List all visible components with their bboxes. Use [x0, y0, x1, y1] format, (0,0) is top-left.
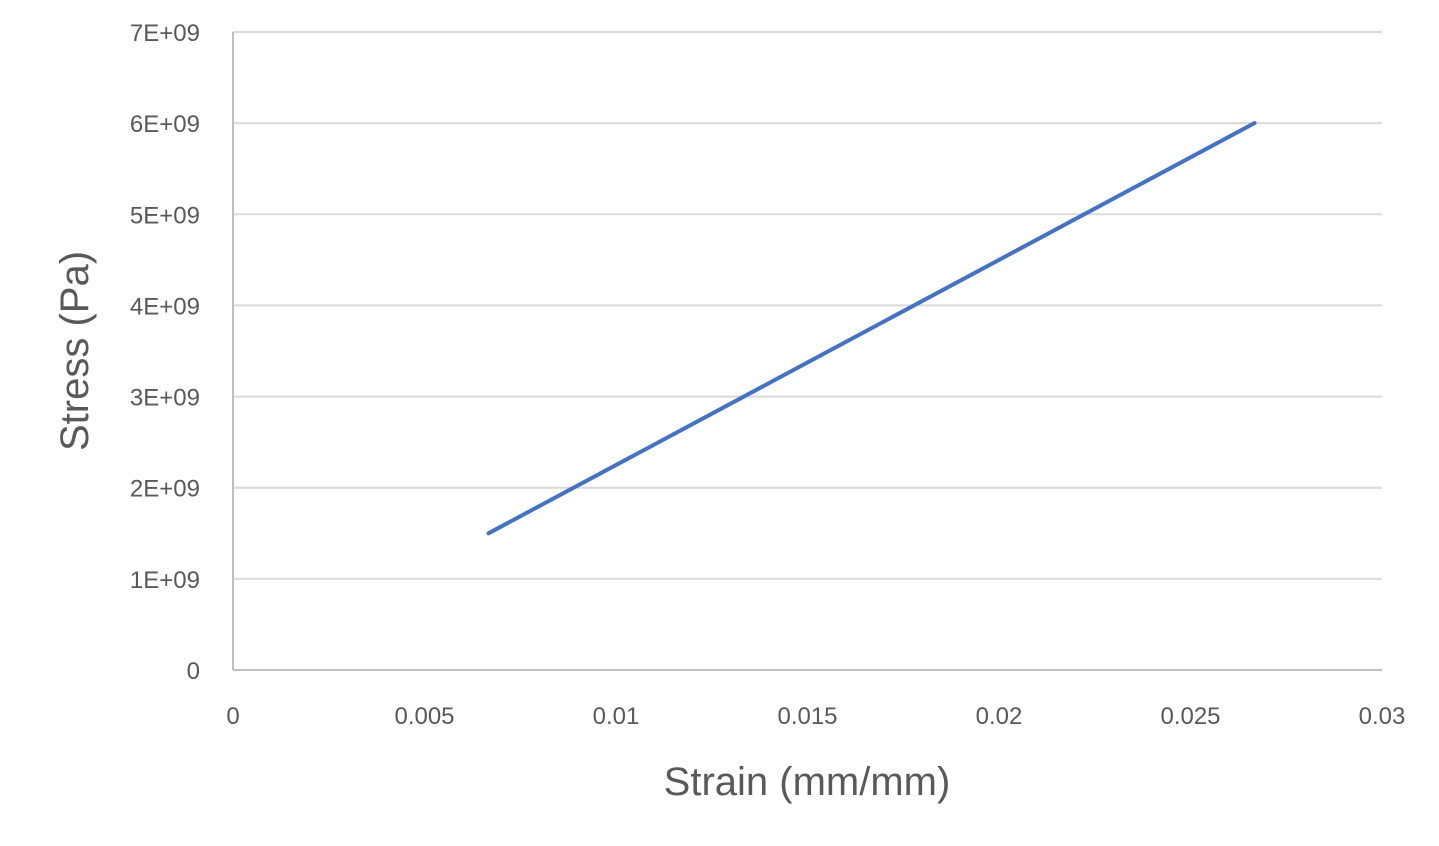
- y-axis-title: Stress (Pa): [53, 251, 97, 451]
- y-tick-labels: 0 1E+09 2E+09 3E+09 4E+09 5E+09 6E+09 7E+09: [130, 20, 200, 685]
- y-tick-label: 2E+09: [130, 476, 200, 503]
- x-tick-label: 0.015: [777, 703, 837, 730]
- x-tick-label: 0.025: [1160, 703, 1220, 730]
- x-tick-labels: 0 0.005 0.01 0.015 0.02 0.025 0.03: [226, 703, 1405, 730]
- y-tick-label: 3E+09: [130, 385, 200, 412]
- series-layer: [486, 121, 1257, 536]
- series-line: [486, 121, 1257, 536]
- x-tick-label: 0.005: [394, 703, 454, 730]
- x-axis-title: Strain (mm/mm): [664, 760, 951, 804]
- x-tick-label: 0.01: [593, 703, 640, 730]
- x-tick-label: 0.03: [1359, 703, 1406, 730]
- y-tick-label: 6E+09: [130, 111, 200, 138]
- axes: [232, 32, 1382, 671]
- y-tick-label: 5E+09: [130, 202, 200, 229]
- y-tick-label: 0: [187, 658, 200, 685]
- x-tick-label: 0.02: [976, 703, 1023, 730]
- y-tick-label: 7E+09: [130, 20, 200, 47]
- x-tick-label: 0: [226, 703, 239, 730]
- y-tick-label: 1E+09: [130, 567, 200, 594]
- y-tick-label: 4E+09: [130, 293, 200, 320]
- gridlines: [233, 31, 1382, 580]
